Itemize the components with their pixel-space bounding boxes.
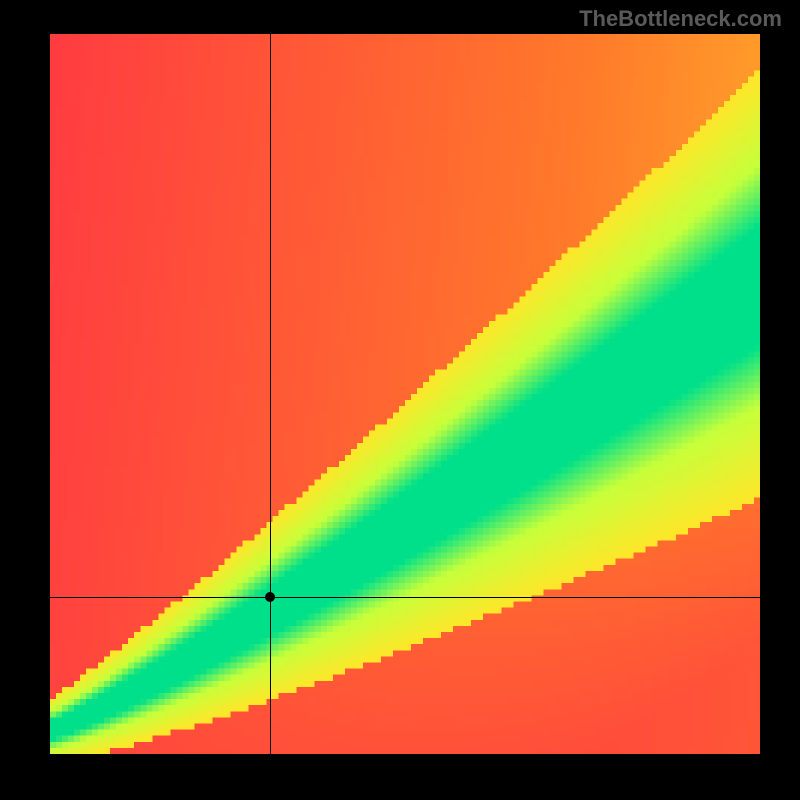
chart-container: TheBottleneck.com bbox=[0, 0, 800, 800]
plot-area bbox=[50, 34, 760, 754]
watermark-text: TheBottleneck.com bbox=[579, 6, 782, 32]
crosshair-horizontal bbox=[50, 597, 760, 598]
crosshair-vertical bbox=[270, 34, 271, 754]
crosshair-dot bbox=[265, 592, 275, 602]
heatmap-canvas bbox=[50, 34, 760, 754]
